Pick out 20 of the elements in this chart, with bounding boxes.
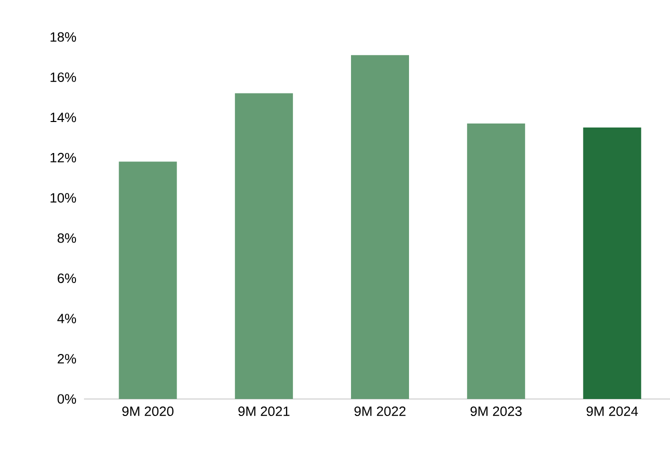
y-tick-label: 14% xyxy=(50,112,76,122)
x-tick-label: 9M 2024 xyxy=(586,406,638,416)
x-tick-label: 9M 2022 xyxy=(354,406,406,416)
y-tick-label: 8% xyxy=(58,233,76,243)
bar xyxy=(583,127,642,399)
y-tick-label: 18% xyxy=(50,32,76,42)
bar xyxy=(234,93,293,399)
y-tick-label: 4% xyxy=(57,314,76,324)
y-tick-label: 12% xyxy=(50,152,76,162)
y-tick-label: 16% xyxy=(50,72,76,82)
bar xyxy=(351,55,410,399)
y-tick-label: 0% xyxy=(58,394,76,404)
bar xyxy=(467,123,526,399)
y-tick-label: 6% xyxy=(58,274,76,284)
y-tick-label: 10% xyxy=(50,193,76,203)
y-tick-label: 2% xyxy=(58,354,76,364)
bar xyxy=(118,162,177,399)
x-tick-label: 9M 2023 xyxy=(470,406,522,416)
x-tick-label: 9M 2021 xyxy=(238,406,290,416)
x-tick-label: 9M 2020 xyxy=(122,406,174,416)
